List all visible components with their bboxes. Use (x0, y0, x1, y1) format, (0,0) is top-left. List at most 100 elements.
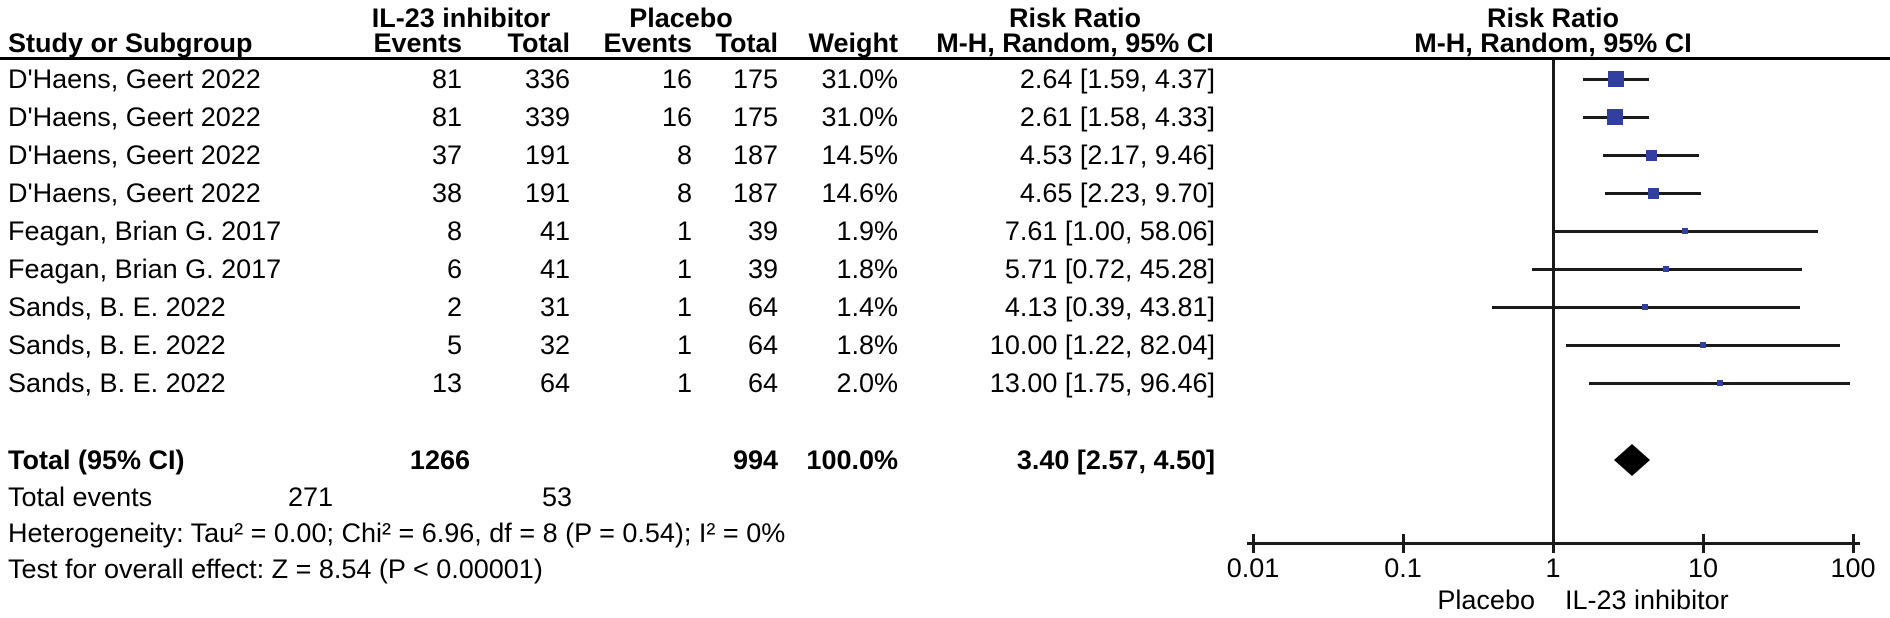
tick-label: 0.1 (1384, 553, 1422, 583)
treatment-total-cell: 32 (539, 330, 570, 360)
effect-square (1700, 342, 1706, 348)
placebo-total-cell: 175 (732, 64, 778, 94)
treatment-total-cell: 41 (539, 216, 570, 246)
total-events-treatment: 271 (287, 482, 333, 512)
treatment-total-column-header: Total (507, 28, 571, 58)
tick-label: 1 (1545, 553, 1561, 583)
favors-left-label: Placebo (1437, 585, 1535, 615)
risk-ratio-text-cell: 4.53 [2.17, 9.46] (1019, 140, 1215, 170)
effect-square (1663, 266, 1669, 272)
treatment-total-cell: 41 (539, 254, 570, 284)
total-placebo-n: 994 (732, 445, 778, 475)
effect-square (1682, 228, 1688, 234)
header-divider (0, 57, 1890, 60)
heterogeneity-stats: Heterogeneity: Tau² = 0.00; Chi² = 6.96,… (8, 518, 786, 548)
study-name-cell: D'Haens, Geert 2022 (8, 102, 261, 132)
method-plot-header: M-H, Random, 95% CI (1414, 28, 1692, 58)
risk-ratio-text-cell: 10.00 [1.22, 82.04] (989, 330, 1215, 360)
treatment-total-cell: 191 (524, 140, 570, 170)
treatment-total-cell: 336 (524, 64, 570, 94)
method-column-header: M-H, Random, 95% CI (936, 28, 1214, 58)
total-row-label: Total (95% CI) (8, 445, 185, 475)
risk-ratio-text-cell: 4.13 [0.39, 43.81] (1004, 292, 1215, 322)
placebo-total-cell: 39 (747, 254, 778, 284)
placebo-total-cell: 64 (747, 292, 778, 322)
tick-mark (1702, 534, 1705, 553)
placebo-total-cell: 187 (732, 178, 778, 208)
weight-cell: 2.0% (836, 368, 898, 398)
total-events-label: Total events (8, 482, 153, 512)
treatment-total-cell: 191 (524, 178, 570, 208)
tick-label: 10 (1687, 553, 1719, 583)
weight-cell: 1.8% (836, 330, 898, 360)
placebo-total-column-header: Total (715, 28, 779, 58)
risk-ratio-column-header: Risk Ratio (1008, 3, 1142, 33)
placebo-events-cell: 1 (676, 292, 692, 322)
risk-ratio-text-cell: 7.61 [1.00, 58.06] (1004, 216, 1215, 246)
placebo-events-cell: 1 (676, 254, 692, 284)
study-name-cell: Sands, B. E. 2022 (8, 368, 226, 398)
tick-mark (1552, 534, 1555, 553)
weight-cell: 31.0% (821, 102, 898, 132)
tick-label: 0.01 (1226, 553, 1280, 583)
placebo-total-cell: 175 (732, 102, 778, 132)
placebo-group-header: Placebo (629, 3, 733, 33)
treatment-total-cell: 64 (539, 368, 570, 398)
weight-cell: 1.4% (836, 292, 898, 322)
total-events-placebo: 53 (541, 482, 572, 512)
placebo-events-cell: 16 (661, 102, 692, 132)
treatment-events-cell: 13 (431, 368, 462, 398)
placebo-events-cell: 1 (676, 216, 692, 246)
weight-cell: 31.0% (821, 64, 898, 94)
risk-ratio-plot-header: Risk Ratio (1486, 3, 1620, 33)
effect-square (1646, 150, 1657, 161)
tick-label: 100 (1830, 553, 1876, 583)
tick-mark (1852, 534, 1855, 553)
tick-mark (1252, 534, 1255, 553)
weight-cell: 1.8% (836, 254, 898, 284)
placebo-events-cell: 1 (676, 330, 692, 360)
risk-ratio-text-cell: 2.61 [1.58, 4.33] (1019, 102, 1215, 132)
treatment-events-cell: 37 (431, 140, 462, 170)
study-name-cell: D'Haens, Geert 2022 (8, 64, 261, 94)
placebo-events-column-header: Events (603, 28, 692, 58)
effect-square (1607, 109, 1623, 125)
treatment-total-cell: 31 (539, 292, 570, 322)
study-name-cell: Sands, B. E. 2022 (8, 292, 226, 322)
weight-column-header: Weight (808, 28, 899, 58)
treatment-events-cell: 38 (431, 178, 462, 208)
risk-ratio-text-cell: 5.71 [0.72, 45.28] (1004, 254, 1215, 284)
placebo-total-cell: 64 (747, 330, 778, 360)
placebo-total-cell: 187 (732, 140, 778, 170)
study-name-cell: D'Haens, Geert 2022 (8, 178, 261, 208)
favors-right-label: IL-23 inhibitor (1564, 585, 1729, 615)
placebo-events-cell: 1 (676, 368, 692, 398)
study-name-cell: Feagan, Brian G. 2017 (8, 254, 282, 284)
study-column-header: Study or Subgroup (8, 28, 253, 58)
pooled-diamond (1614, 444, 1650, 483)
weight-cell: 14.5% (821, 140, 898, 170)
weight-cell: 14.6% (821, 178, 898, 208)
treatment-events-cell: 6 (446, 254, 462, 284)
favors-labels: Placebo IL-23 inhibitor (1253, 586, 1890, 614)
treatment-events-cell: 81 (431, 102, 462, 132)
placebo-events-cell: 8 (676, 178, 692, 208)
total-weight: 100.0% (806, 445, 898, 475)
total-treatment-n: 1266 (409, 445, 470, 475)
tick-mark (1402, 534, 1405, 553)
placebo-total-cell: 39 (747, 216, 778, 246)
total-risk-ratio-text: 3.40 [2.57, 4.50] (1016, 445, 1215, 475)
treatment-group-header: IL-23 inhibitor (371, 3, 551, 33)
weight-cell: 1.9% (836, 216, 898, 246)
treatment-total-cell: 339 (524, 102, 570, 132)
treatment-events-cell: 5 (446, 330, 462, 360)
placebo-events-cell: 16 (661, 64, 692, 94)
treatment-events-column-header: Events (373, 28, 462, 58)
effect-square (1717, 380, 1723, 386)
placebo-total-cell: 64 (747, 368, 778, 398)
effect-square (1608, 71, 1624, 87)
placebo-events-cell: 8 (676, 140, 692, 170)
risk-ratio-text-cell: 13.00 [1.75, 96.46] (989, 368, 1215, 398)
risk-ratio-text-cell: 2.64 [1.59, 4.37] (1019, 64, 1215, 94)
